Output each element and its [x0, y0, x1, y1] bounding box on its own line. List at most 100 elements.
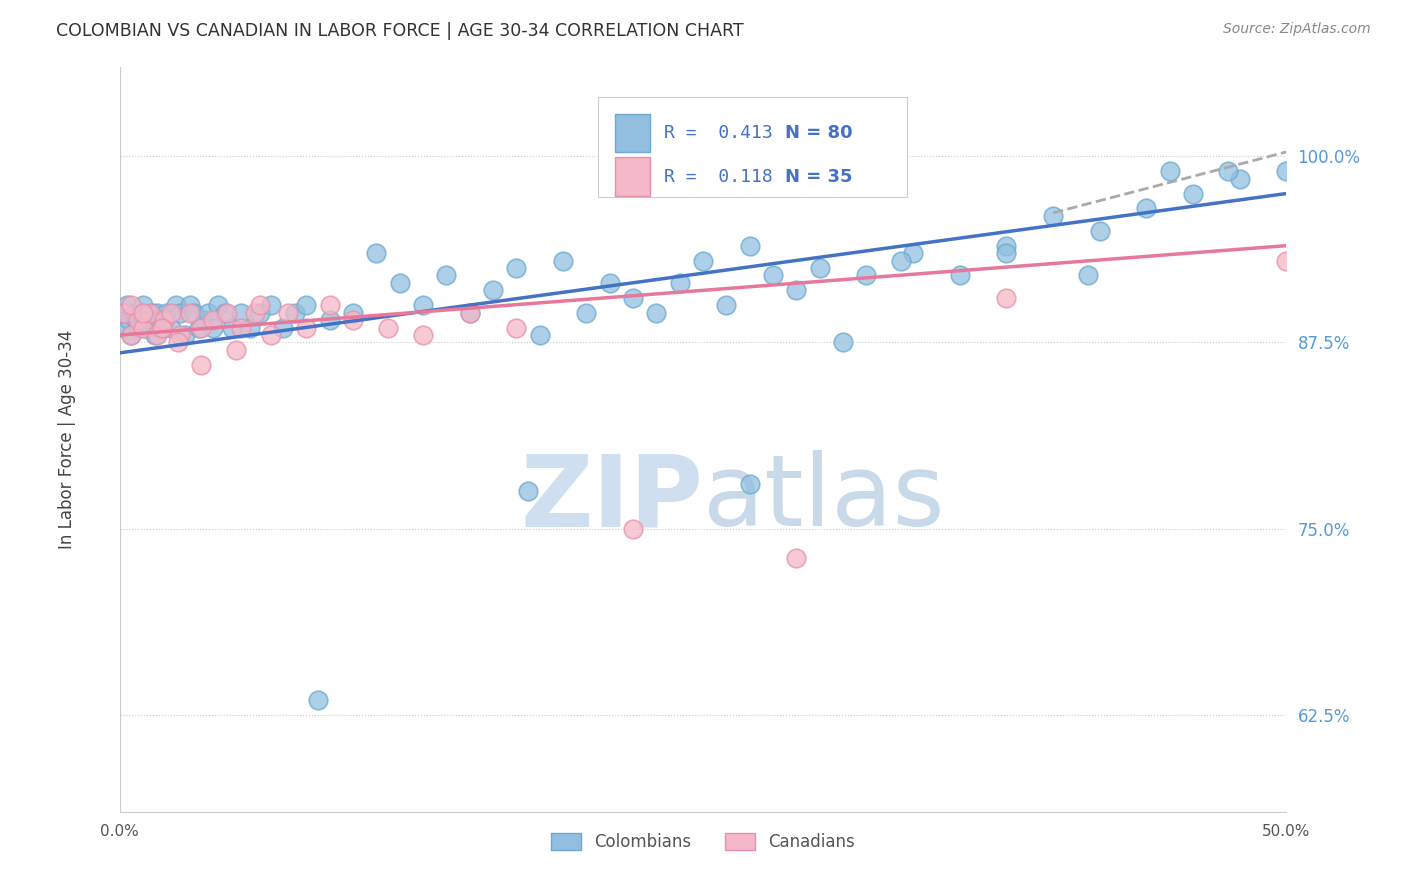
Point — [1216, 164, 1240, 178]
Text: ZIP: ZIP — [520, 450, 703, 548]
Point — [139, 306, 162, 320]
Point — [132, 298, 155, 312]
Point — [621, 291, 644, 305]
Point — [112, 320, 135, 334]
Point — [190, 320, 212, 334]
Point — [169, 328, 191, 343]
Point — [179, 306, 201, 320]
Point — [141, 306, 163, 320]
Point — [112, 306, 135, 320]
Point — [166, 335, 188, 350]
Point — [482, 283, 505, 297]
Point — [148, 313, 170, 327]
Text: atlas: atlas — [703, 450, 945, 548]
Point — [575, 306, 598, 320]
Point — [529, 328, 551, 343]
Point — [243, 306, 266, 320]
Point — [762, 268, 785, 283]
Point — [377, 320, 399, 334]
Point — [136, 313, 159, 327]
Point — [307, 693, 329, 707]
Point — [901, 246, 924, 260]
Point — [150, 320, 173, 334]
Point — [132, 306, 155, 320]
Point — [260, 328, 283, 343]
Point — [249, 306, 271, 320]
Point — [111, 306, 134, 320]
Point — [1182, 186, 1205, 201]
Point — [127, 320, 149, 334]
Text: R =  0.413: R = 0.413 — [665, 124, 773, 142]
Point — [458, 306, 481, 320]
Point — [132, 320, 155, 334]
Point — [668, 276, 690, 290]
Point — [284, 306, 307, 320]
Point — [187, 320, 209, 334]
Point — [434, 268, 457, 283]
Point — [1042, 209, 1064, 223]
Point — [995, 238, 1018, 252]
Point — [621, 522, 644, 536]
Point — [1229, 171, 1251, 186]
Point — [318, 298, 340, 312]
Point — [785, 551, 807, 566]
Point — [221, 320, 243, 334]
Point — [260, 298, 283, 312]
Point — [183, 306, 205, 320]
Point — [197, 306, 219, 320]
Bar — [616, 113, 651, 153]
Point — [120, 328, 142, 343]
Point — [153, 313, 176, 327]
Point — [249, 298, 271, 312]
Point — [146, 306, 169, 320]
Point — [412, 328, 434, 343]
Point — [645, 306, 668, 320]
Point — [118, 313, 141, 327]
Point — [832, 335, 855, 350]
Text: N = 35: N = 35 — [785, 168, 852, 186]
Point — [949, 268, 972, 283]
Point — [225, 343, 247, 357]
Point — [160, 320, 183, 334]
Point — [295, 320, 318, 334]
Point — [153, 313, 176, 327]
Point — [738, 238, 761, 252]
Point — [179, 298, 201, 312]
Point — [207, 298, 229, 312]
Text: Source: ZipAtlas.com: Source: ZipAtlas.com — [1223, 22, 1371, 37]
Point — [1135, 202, 1157, 216]
Text: 0.0%: 0.0% — [100, 823, 139, 838]
Text: R =  0.118: R = 0.118 — [665, 168, 773, 186]
Bar — [616, 157, 651, 196]
Point — [995, 246, 1018, 260]
Point — [808, 260, 831, 275]
Point — [271, 320, 294, 334]
Point — [122, 306, 145, 320]
Point — [155, 306, 177, 320]
Point — [995, 291, 1018, 305]
Point — [193, 313, 215, 327]
Point — [139, 320, 162, 334]
Point — [1077, 268, 1099, 283]
Point — [165, 298, 187, 312]
Point — [342, 313, 364, 327]
Point — [551, 253, 574, 268]
Point — [160, 306, 183, 320]
Point — [318, 313, 340, 327]
Legend: Colombians, Canadians: Colombians, Canadians — [543, 824, 863, 859]
Point — [295, 298, 318, 312]
Point — [388, 276, 411, 290]
Text: In Labor Force | Age 30-34: In Labor Force | Age 30-34 — [58, 330, 76, 549]
Point — [173, 328, 195, 343]
Point — [366, 246, 388, 260]
Point — [890, 253, 912, 268]
Point — [150, 320, 173, 334]
FancyBboxPatch shape — [598, 96, 907, 197]
Point — [785, 283, 807, 297]
Point — [505, 320, 527, 334]
Point — [229, 320, 252, 334]
Point — [1275, 164, 1298, 178]
Point — [215, 306, 238, 320]
Point — [1088, 224, 1111, 238]
Text: 50.0%: 50.0% — [1263, 823, 1310, 838]
